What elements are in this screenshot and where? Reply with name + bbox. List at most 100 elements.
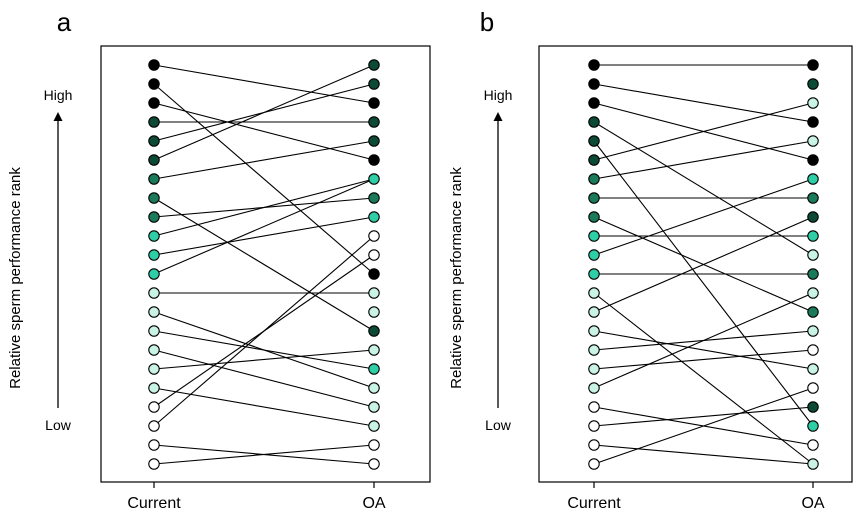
panel-b-oa-point-15	[807, 325, 819, 337]
panel-a-link-18	[153, 387, 375, 427]
panel-b-oa-point-18	[807, 382, 819, 394]
panel-a-oa-point-12	[368, 268, 380, 280]
panel-b-current-point-13	[588, 287, 600, 299]
panel-b-oa-point-12	[807, 268, 819, 280]
panel-a-link-11	[153, 216, 375, 256]
panel-a-oa-point-19	[368, 401, 380, 413]
panel-b-current-point-19	[588, 401, 600, 413]
panel-b-link-7	[593, 140, 814, 180]
panel-a-oa-point-10	[368, 230, 380, 242]
panel-b-link-6	[593, 102, 814, 161]
panel-a-link-20	[153, 235, 375, 427]
panel-a-link-12	[153, 178, 375, 275]
panel-b-high-label: High	[484, 87, 513, 103]
panel-a-current-point-20	[148, 420, 160, 432]
panel-a-oa-point-13	[368, 287, 380, 299]
panel-a-oa-point-8	[368, 192, 380, 204]
panel-a-link-17	[153, 349, 375, 370]
panel-a-current-point-3	[148, 97, 160, 109]
panel-a-oa-point-5	[368, 135, 380, 147]
panel-a-xtick-label-oa: OA	[362, 495, 385, 512]
panel-a-y-axis-label: Relative sperm performance rank	[7, 167, 24, 389]
panel-b-xtick-label-oa: OA	[801, 495, 824, 512]
panel-a-low-label: Low	[45, 417, 72, 433]
panel-b-current-point-14	[588, 306, 600, 318]
panel-b-current-point-4	[588, 116, 600, 128]
panel-a-oa-point-22	[368, 458, 380, 470]
panel-a-oa-point-15	[368, 325, 380, 337]
panel-b-xtick-label-current: Current	[567, 495, 621, 512]
panel-b-oa-point-8	[807, 192, 819, 204]
panel-a-link-15	[153, 330, 375, 370]
panel-b-link-20	[593, 406, 814, 427]
panel-a-current-point-9	[148, 211, 160, 223]
panel-b-oa-point-22	[807, 458, 819, 470]
panel-a-oa-point-17	[368, 363, 380, 375]
panel-b-current-point-10	[588, 230, 600, 242]
panel-a-link-6	[153, 64, 375, 161]
panel-b-link-4	[593, 121, 814, 256]
panel-b-link-21	[593, 444, 814, 465]
panel-a-label: a	[57, 7, 72, 37]
panel-b-arrow-up-icon	[493, 112, 503, 121]
panel-b-oa-point-2	[807, 78, 819, 90]
panel-a-current-point-19	[148, 401, 160, 413]
panel-a-current-point-8	[148, 192, 160, 204]
panel-b-current-point-21	[588, 439, 600, 451]
panel-b-oa-point-1	[807, 59, 819, 71]
panel-a-link-8	[153, 197, 375, 332]
panel-b-oa-point-20	[807, 420, 819, 432]
panel-a-current-point-21	[148, 439, 160, 451]
panel-b-current-point-1	[588, 59, 600, 71]
panel-b-current-point-12	[588, 268, 600, 280]
panel-b-current-point-17	[588, 363, 600, 375]
panel-a-current-point-16	[148, 344, 160, 356]
panel-b-current-point-5	[588, 135, 600, 147]
panel-b-current-point-15	[588, 325, 600, 337]
panel-b-link-13	[593, 292, 814, 465]
panel-a-oa-point-11	[368, 249, 380, 261]
panel-b-oa-point-14	[807, 306, 819, 318]
panel-b-oa-point-19	[807, 401, 819, 413]
panel-b-oa-point-17	[807, 363, 819, 375]
panel-b-y-axis-label: Relative sperm performance rank	[448, 167, 465, 389]
panel-b-current-point-22	[588, 458, 600, 470]
panel-a-current-point-10	[148, 230, 160, 242]
panel-b-link-14	[593, 216, 814, 313]
panel-a-oa-point-6	[368, 154, 380, 166]
panel-a-oa-point-4	[368, 116, 380, 128]
panel-b-label: b	[480, 7, 494, 37]
panel-b-oa-point-5	[807, 135, 819, 147]
panel-b-link-17	[593, 349, 814, 370]
panel-b-frame	[538, 45, 853, 483]
panel-a-frame	[100, 45, 431, 483]
panel-b-oa-point-9	[807, 211, 819, 223]
panel-b-current-point-16	[588, 344, 600, 356]
panel-b-current-point-6	[588, 154, 600, 166]
panel-b-current-point-8	[588, 192, 600, 204]
panel-a-oa-point-7	[368, 173, 380, 185]
panel-a-oa-point-21	[368, 439, 380, 451]
panel-a-current-point-17	[148, 363, 160, 375]
panel-a-link-7	[153, 140, 375, 180]
panel-b-current-point-18	[588, 382, 600, 394]
panel-b-link-15	[593, 330, 814, 370]
panel-b-current-point-11	[588, 249, 600, 261]
panel-b-current-point-3	[588, 97, 600, 109]
panel-a-oa-point-14	[368, 306, 380, 318]
panel-b-link-11	[593, 178, 814, 256]
panel-a-current-point-15	[148, 325, 160, 337]
panel-a-current-point-11	[148, 249, 160, 261]
panel-a-link-3	[153, 102, 375, 161]
panel-a-current-point-5	[148, 135, 160, 147]
panel-b-link-22	[593, 387, 814, 465]
panel-b-oa-point-3	[807, 97, 819, 109]
panel-a-oa-point-18	[368, 382, 380, 394]
panel-b-oa-point-11	[807, 249, 819, 261]
panel-a-current-point-1	[148, 59, 160, 71]
panel-a-xtick-label-current: Current	[127, 495, 181, 512]
panel-b-oa-point-6	[807, 154, 819, 166]
panel-b-current-point-2	[588, 78, 600, 90]
panel-b-link-18	[593, 292, 814, 389]
panel-b-oa-point-7	[807, 173, 819, 185]
